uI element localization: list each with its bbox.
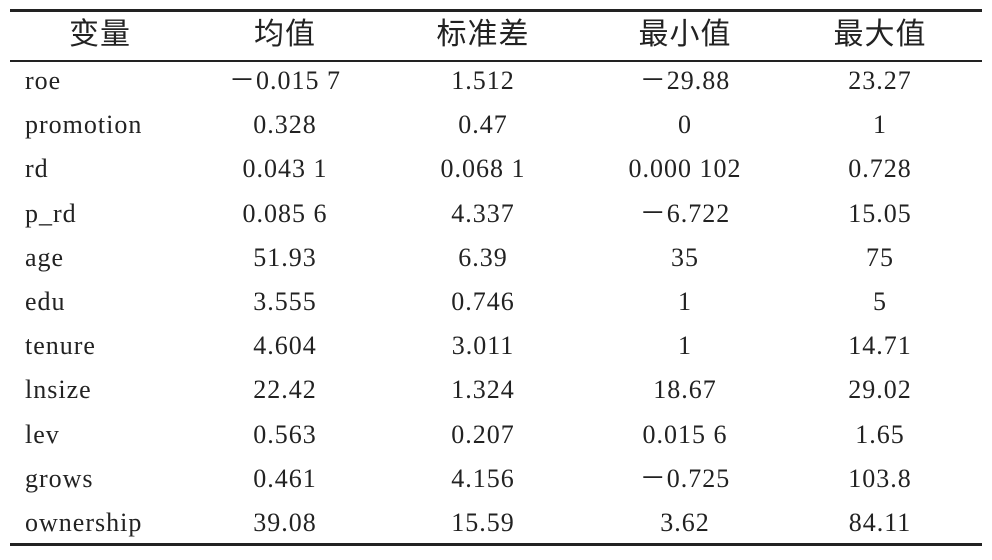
row-label: age (25, 242, 65, 272)
row-label: tenure (25, 331, 96, 361)
table-cell: －0.015 7 (228, 66, 342, 95)
table-cell: 0.085 6 (242, 198, 328, 228)
table-cell: 84.11 (848, 508, 912, 537)
table-cell: 75 (866, 242, 894, 272)
table-cell: －0.725 (639, 463, 731, 493)
table-cell: 0.47 (458, 110, 508, 140)
row-label: grows (25, 463, 94, 493)
row-label: ownership (25, 508, 143, 537)
header-cell: 均值 (254, 18, 316, 51)
row-label: lev (25, 419, 60, 449)
table-cell: 3.555 (253, 287, 317, 316)
row-label: rd (25, 154, 49, 184)
table-cell: 4.337 (451, 198, 515, 228)
table-cell: 35 (671, 242, 699, 272)
table-cell: 18.67 (653, 375, 717, 405)
table-cell: 103.8 (848, 463, 912, 493)
row-label: lnsize (25, 375, 92, 405)
table-cell: 0.068 1 (440, 154, 526, 184)
table-cell: －29.88 (639, 66, 731, 95)
table-cell: 4.156 (451, 463, 515, 493)
table-cell: 0.728 (848, 154, 912, 184)
header-rule (10, 60, 982, 62)
bottom-rule (10, 543, 982, 546)
table-cell: 1 (678, 287, 692, 316)
table-cell: 0.328 (253, 110, 317, 140)
table-cell: 14.71 (848, 331, 912, 361)
table-cell: 0.461 (253, 463, 317, 493)
top-rule (10, 9, 982, 12)
table-cell: 0.563 (253, 419, 317, 449)
table-cell: 0.015 6 (642, 419, 728, 449)
header-cell: 最大值 (833, 18, 927, 51)
row-label: edu (25, 287, 66, 316)
table-cell: 3.011 (451, 331, 515, 361)
table-cell: －6.722 (639, 198, 731, 228)
header-cell: 最小值 (638, 18, 732, 51)
table-cell: 5 (873, 287, 887, 316)
table-cell: 0.207 (451, 419, 515, 449)
table-cell: 0.043 1 (242, 154, 328, 184)
table-cell: 0 (678, 110, 692, 140)
table-cell: 3.62 (660, 508, 710, 537)
table-cell: 1.512 (451, 66, 515, 95)
table-cell: 51.93 (253, 242, 317, 272)
table-cell: 0.746 (451, 287, 515, 316)
table-cell: 23.27 (848, 66, 912, 95)
row-label: p_rd (25, 198, 77, 228)
table-cell: 29.02 (848, 375, 912, 405)
table-cell: 1 (678, 331, 692, 361)
table-cell: 0.000 102 (628, 154, 742, 184)
table-cell: 22.42 (253, 375, 317, 405)
table-cell: 4.604 (253, 331, 317, 361)
table-cell: 1.324 (451, 375, 515, 405)
row-label: roe (25, 66, 62, 95)
header-cell: 变量 (69, 18, 131, 51)
table-cell: 6.39 (458, 242, 508, 272)
row-label: promotion (25, 110, 143, 140)
table-cell: 1 (873, 110, 887, 140)
table-cell: 39.08 (253, 508, 317, 537)
table-cell: 1.65 (855, 419, 905, 449)
header-cell: 标准差 (436, 18, 530, 51)
table-cell: 15.59 (451, 508, 515, 537)
table-cell: 15.05 (848, 198, 912, 228)
